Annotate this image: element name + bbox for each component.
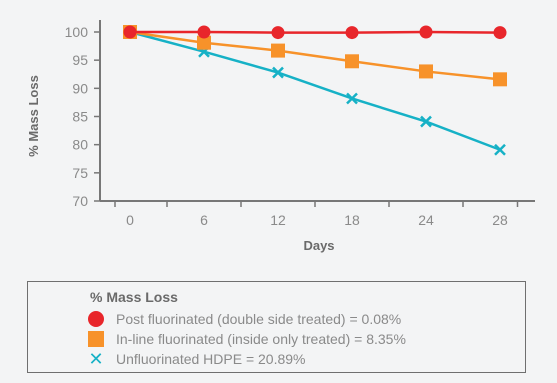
legend-item-post-fluorinated: Post fluorinated (double side treated) =…	[88, 309, 401, 329]
legend: % Mass Loss Post fluorinated (double sid…	[27, 281, 526, 373]
x-tick-label: 28	[492, 212, 508, 228]
y-tick-label: 75	[72, 165, 88, 181]
y-tick-label: 70	[72, 193, 88, 209]
data-point-circle	[419, 25, 433, 39]
data-point-square	[493, 72, 507, 87]
y-tick-label: 90	[72, 80, 88, 96]
x-tick-label: 24	[418, 212, 434, 228]
legend-item-inline-fluorinated: In-line fluorinated (inside only treated…	[88, 329, 406, 349]
axes: 70 75 80 85 90 95 100 0 6 12 18 24 28	[65, 20, 535, 228]
data-point-circle	[197, 25, 211, 39]
data-point-circle	[271, 26, 285, 40]
data-point-square	[345, 54, 359, 69]
legend-label: In-line fluorinated (inside only treated…	[116, 331, 406, 347]
data-point-x	[420, 115, 432, 128]
y-axis-title: % Mass Loss	[26, 75, 41, 157]
legend-title: % Mass Loss	[90, 289, 178, 305]
series-layer	[123, 25, 507, 156]
y-tick-label: 80	[72, 137, 88, 153]
data-point-circle	[493, 26, 507, 40]
y-tick-label: 85	[72, 109, 88, 125]
legend-item-unfluorinated: ✕ Unfluorinated HDPE = 20.89%	[88, 349, 306, 369]
y-tick-label: 95	[72, 52, 88, 68]
series-line	[130, 30, 501, 34]
legend-label: Post fluorinated (double side treated) =…	[116, 311, 402, 327]
data-point-square	[271, 43, 285, 58]
data-point-x	[272, 66, 284, 79]
series-line	[129, 30, 501, 151]
orange-square-icon	[88, 331, 104, 347]
x-tick-label: 6	[200, 212, 208, 228]
red-circle-icon	[88, 311, 104, 327]
line-chart: 70 75 80 85 90 95 100 0 6 12 18 24 28 Days % Mass Lo…	[26, 20, 535, 253]
data-point-circle	[345, 26, 359, 40]
x-tick-label: 18	[344, 212, 360, 228]
data-point-square	[197, 35, 211, 50]
x-tick-label: 0	[126, 212, 134, 228]
x-axis-title: Days	[303, 238, 334, 253]
x-tick-label: 12	[270, 212, 286, 228]
data-point-x	[346, 92, 358, 105]
data-point-square	[419, 64, 433, 79]
legend-label: Unfluorinated HDPE = 20.89%	[116, 351, 306, 367]
data-point-x	[494, 143, 506, 156]
series-line	[129, 30, 501, 81]
data-point-circle	[123, 25, 137, 39]
y-tick-label: 100	[65, 24, 89, 40]
x-mark-icon: ✕	[88, 349, 104, 369]
